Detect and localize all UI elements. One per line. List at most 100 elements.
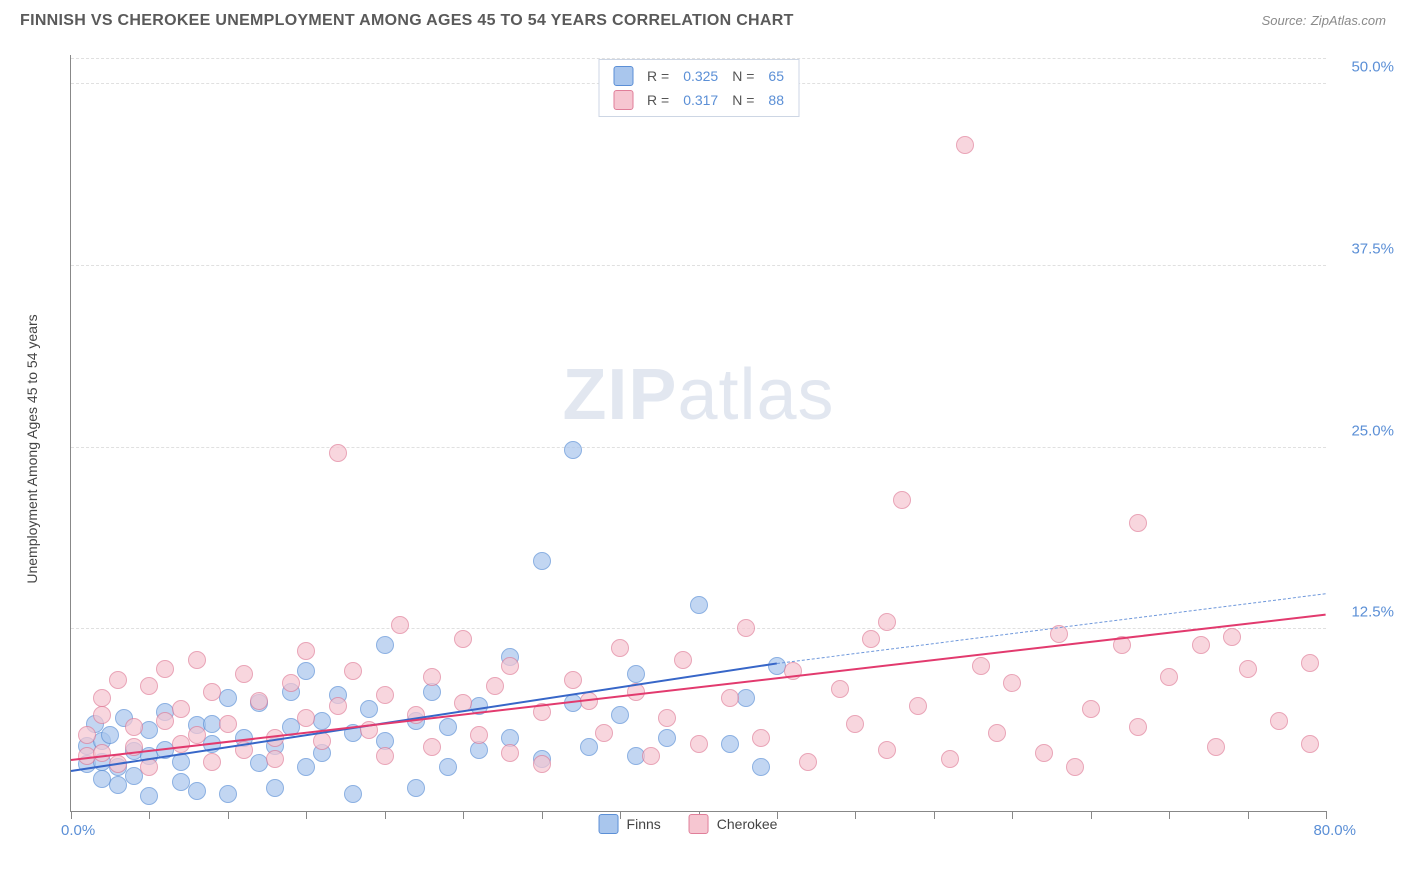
data-point-cherokee xyxy=(140,758,158,776)
y-tick-label: 12.5% xyxy=(1334,604,1394,621)
data-point-cherokee xyxy=(454,630,472,648)
data-point-cherokee xyxy=(93,706,111,724)
data-point-cherokee xyxy=(376,747,394,765)
r-label: R = xyxy=(647,92,669,108)
n-label: N = xyxy=(732,92,754,108)
data-point-cherokee xyxy=(203,753,221,771)
data-point-finns xyxy=(721,735,739,753)
x-tick xyxy=(149,811,150,819)
data-point-cherokee xyxy=(533,755,551,773)
data-point-cherokee xyxy=(941,750,959,768)
data-point-finns xyxy=(313,712,331,730)
data-point-cherokee xyxy=(909,697,927,715)
x-tick xyxy=(306,811,307,819)
n-label: N = xyxy=(732,68,754,84)
data-point-finns xyxy=(297,758,315,776)
legend-correlation: R = 0.325 N = 65 R = 0.317 N = 88 xyxy=(598,59,799,117)
data-point-finns xyxy=(407,779,425,797)
r-value-cherokee: 0.317 xyxy=(683,92,718,108)
data-point-finns xyxy=(297,662,315,680)
data-point-cherokee xyxy=(972,657,990,675)
data-point-finns xyxy=(611,706,629,724)
data-point-cherokee xyxy=(564,671,582,689)
data-point-cherokee xyxy=(93,689,111,707)
legend-label-cherokee: Cherokee xyxy=(717,816,778,832)
data-point-finns xyxy=(439,758,457,776)
data-point-cherokee xyxy=(1129,718,1147,736)
n-value-cherokee: 88 xyxy=(768,92,784,108)
data-point-finns xyxy=(360,700,378,718)
data-point-cherokee xyxy=(690,735,708,753)
data-point-finns xyxy=(376,636,394,654)
x-tick xyxy=(1169,811,1170,819)
data-point-finns xyxy=(737,689,755,707)
data-point-cherokee xyxy=(329,444,347,462)
data-point-cherokee xyxy=(156,660,174,678)
data-point-cherokee xyxy=(988,724,1006,742)
data-point-cherokee xyxy=(799,753,817,771)
data-point-cherokee xyxy=(1160,668,1178,686)
data-point-finns xyxy=(344,785,362,803)
data-point-cherokee xyxy=(893,491,911,509)
data-point-finns xyxy=(580,738,598,756)
swatch-cherokee xyxy=(613,90,633,110)
data-point-finns xyxy=(658,729,676,747)
watermark-rest: atlas xyxy=(677,355,834,435)
data-point-cherokee xyxy=(423,668,441,686)
data-point-finns xyxy=(140,787,158,805)
y-axis-title: Unemployment Among Ages 45 to 54 years xyxy=(24,314,40,583)
data-point-cherokee xyxy=(266,750,284,768)
data-point-cherokee xyxy=(1129,514,1147,532)
data-point-cherokee xyxy=(297,709,315,727)
data-point-cherokee xyxy=(1239,660,1257,678)
data-point-cherokee xyxy=(737,619,755,637)
data-point-finns xyxy=(564,441,582,459)
data-point-cherokee xyxy=(1207,738,1225,756)
x-tick xyxy=(1248,811,1249,819)
data-point-cherokee xyxy=(674,651,692,669)
data-point-cherokee xyxy=(878,741,896,759)
data-point-cherokee xyxy=(297,642,315,660)
legend-row-cherokee: R = 0.317 N = 88 xyxy=(599,88,798,112)
n-value-finns: 65 xyxy=(768,68,784,84)
data-point-cherokee xyxy=(878,613,896,631)
legend-item-cherokee: Cherokee xyxy=(689,814,778,834)
x-origin-label: 0.0% xyxy=(61,822,95,839)
data-point-cherokee xyxy=(344,662,362,680)
data-point-cherokee xyxy=(188,726,206,744)
data-point-cherokee xyxy=(423,738,441,756)
y-tick-label: 50.0% xyxy=(1334,59,1394,76)
data-point-cherokee xyxy=(1082,700,1100,718)
data-point-cherokee xyxy=(1192,636,1210,654)
data-point-cherokee xyxy=(172,700,190,718)
source-label: Source: xyxy=(1262,13,1307,28)
data-point-cherokee xyxy=(156,712,174,730)
x-tick xyxy=(542,811,543,819)
data-point-cherokee xyxy=(658,709,676,727)
x-tick xyxy=(463,811,464,819)
data-point-cherokee xyxy=(109,671,127,689)
data-point-cherokee xyxy=(78,726,96,744)
x-tick xyxy=(228,811,229,819)
data-point-cherokee xyxy=(1301,654,1319,672)
x-tick xyxy=(1326,811,1327,819)
source-credit: Source: ZipAtlas.com xyxy=(1262,12,1386,30)
data-point-cherokee xyxy=(846,715,864,733)
data-point-cherokee xyxy=(956,136,974,154)
r-label: R = xyxy=(647,68,669,84)
data-point-cherokee xyxy=(501,744,519,762)
data-point-cherokee xyxy=(1035,744,1053,762)
data-point-cherokee xyxy=(1301,735,1319,753)
r-value-finns: 0.325 xyxy=(683,68,718,84)
plot-area: ZIPatlas R = 0.325 N = 65 R = 0.317 N = … xyxy=(70,55,1326,812)
data-point-cherokee xyxy=(140,677,158,695)
data-point-finns xyxy=(439,718,457,736)
data-point-cherokee xyxy=(250,692,268,710)
data-point-cherokee xyxy=(1270,712,1288,730)
data-point-cherokee xyxy=(313,732,331,750)
watermark-bold: ZIP xyxy=(562,355,677,435)
gridline xyxy=(71,628,1326,629)
data-point-cherokee xyxy=(235,665,253,683)
x-max-label: 80.0% xyxy=(1313,822,1356,839)
legend-item-finns: Finns xyxy=(599,814,661,834)
